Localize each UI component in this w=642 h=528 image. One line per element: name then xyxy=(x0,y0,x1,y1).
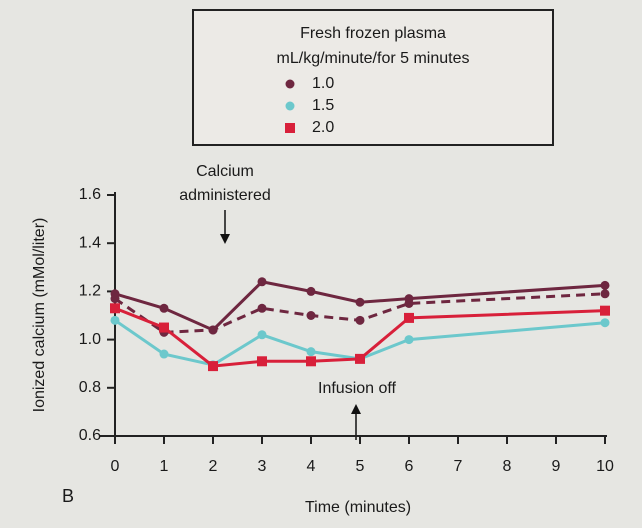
legend-label: 1.5 xyxy=(312,97,334,114)
series-line xyxy=(114,306,606,368)
data-point xyxy=(306,286,316,296)
data-point xyxy=(404,298,414,308)
legend-title: mL/kg/minute/for 5 minutes xyxy=(277,50,470,67)
y-tick-label: 1.6 xyxy=(79,186,101,203)
x-tick-label: 6 xyxy=(405,458,414,475)
data-point xyxy=(159,349,169,359)
legend-marker xyxy=(285,79,295,89)
data-point xyxy=(110,294,120,304)
arrow xyxy=(351,404,361,440)
y-tick-label: 0.6 xyxy=(79,427,101,444)
legend-label: 1.0 xyxy=(312,75,334,92)
y-tick-label: 1.2 xyxy=(79,283,101,300)
data-point xyxy=(355,297,365,307)
x-tick-label: 1 xyxy=(160,458,169,475)
x-tick-label: 9 xyxy=(552,458,561,475)
x-tick-label: 7 xyxy=(454,458,463,475)
arrow xyxy=(220,210,230,244)
annotation: Calcium xyxy=(196,163,254,180)
data-point xyxy=(355,315,365,325)
data-point xyxy=(257,356,267,367)
data-point xyxy=(257,330,267,340)
data-point xyxy=(600,280,610,290)
data-point xyxy=(600,305,610,316)
annotation: administered xyxy=(179,187,271,204)
legend-title: Fresh frozen plasma xyxy=(300,25,446,42)
annotation: Infusion off xyxy=(318,380,397,397)
x-tick-label: 0 xyxy=(111,458,120,475)
y-axis-label: Ionized calcium (mMol/liter) xyxy=(31,218,48,413)
data-point xyxy=(306,347,316,357)
data-point xyxy=(110,303,120,314)
x-tick-label: 4 xyxy=(307,458,316,475)
legend-marker xyxy=(285,101,295,111)
y-tick-label: 0.8 xyxy=(79,379,101,396)
data-point xyxy=(404,312,414,323)
data-point xyxy=(404,335,414,345)
data-point xyxy=(257,303,267,313)
data-point xyxy=(306,356,316,367)
data-point xyxy=(208,325,218,335)
legend-box xyxy=(192,9,554,146)
x-tick-label: 3 xyxy=(258,458,267,475)
y-tick-label: 1.4 xyxy=(79,234,101,251)
data-point xyxy=(159,322,169,333)
x-tick-label: 8 xyxy=(503,458,512,475)
data-point xyxy=(159,303,169,313)
legend-label: 2.0 xyxy=(312,119,334,136)
x-tick-label: 5 xyxy=(356,458,365,475)
data-point xyxy=(600,318,610,328)
x-tick-label: 10 xyxy=(596,458,614,475)
x-axis-label: Time (minutes) xyxy=(305,499,411,516)
series-line xyxy=(114,280,606,332)
y-tick-label: 1.0 xyxy=(79,331,101,348)
panel-label: B xyxy=(62,486,74,506)
series-line xyxy=(114,319,606,367)
x-tick-label: 2 xyxy=(209,458,218,475)
data-point xyxy=(110,315,120,325)
data-point xyxy=(208,361,218,372)
legend-marker xyxy=(285,123,295,133)
data-point xyxy=(600,289,610,299)
data-point xyxy=(306,311,316,320)
data-point xyxy=(355,353,365,364)
series-line xyxy=(114,292,606,334)
data-point xyxy=(257,277,267,287)
